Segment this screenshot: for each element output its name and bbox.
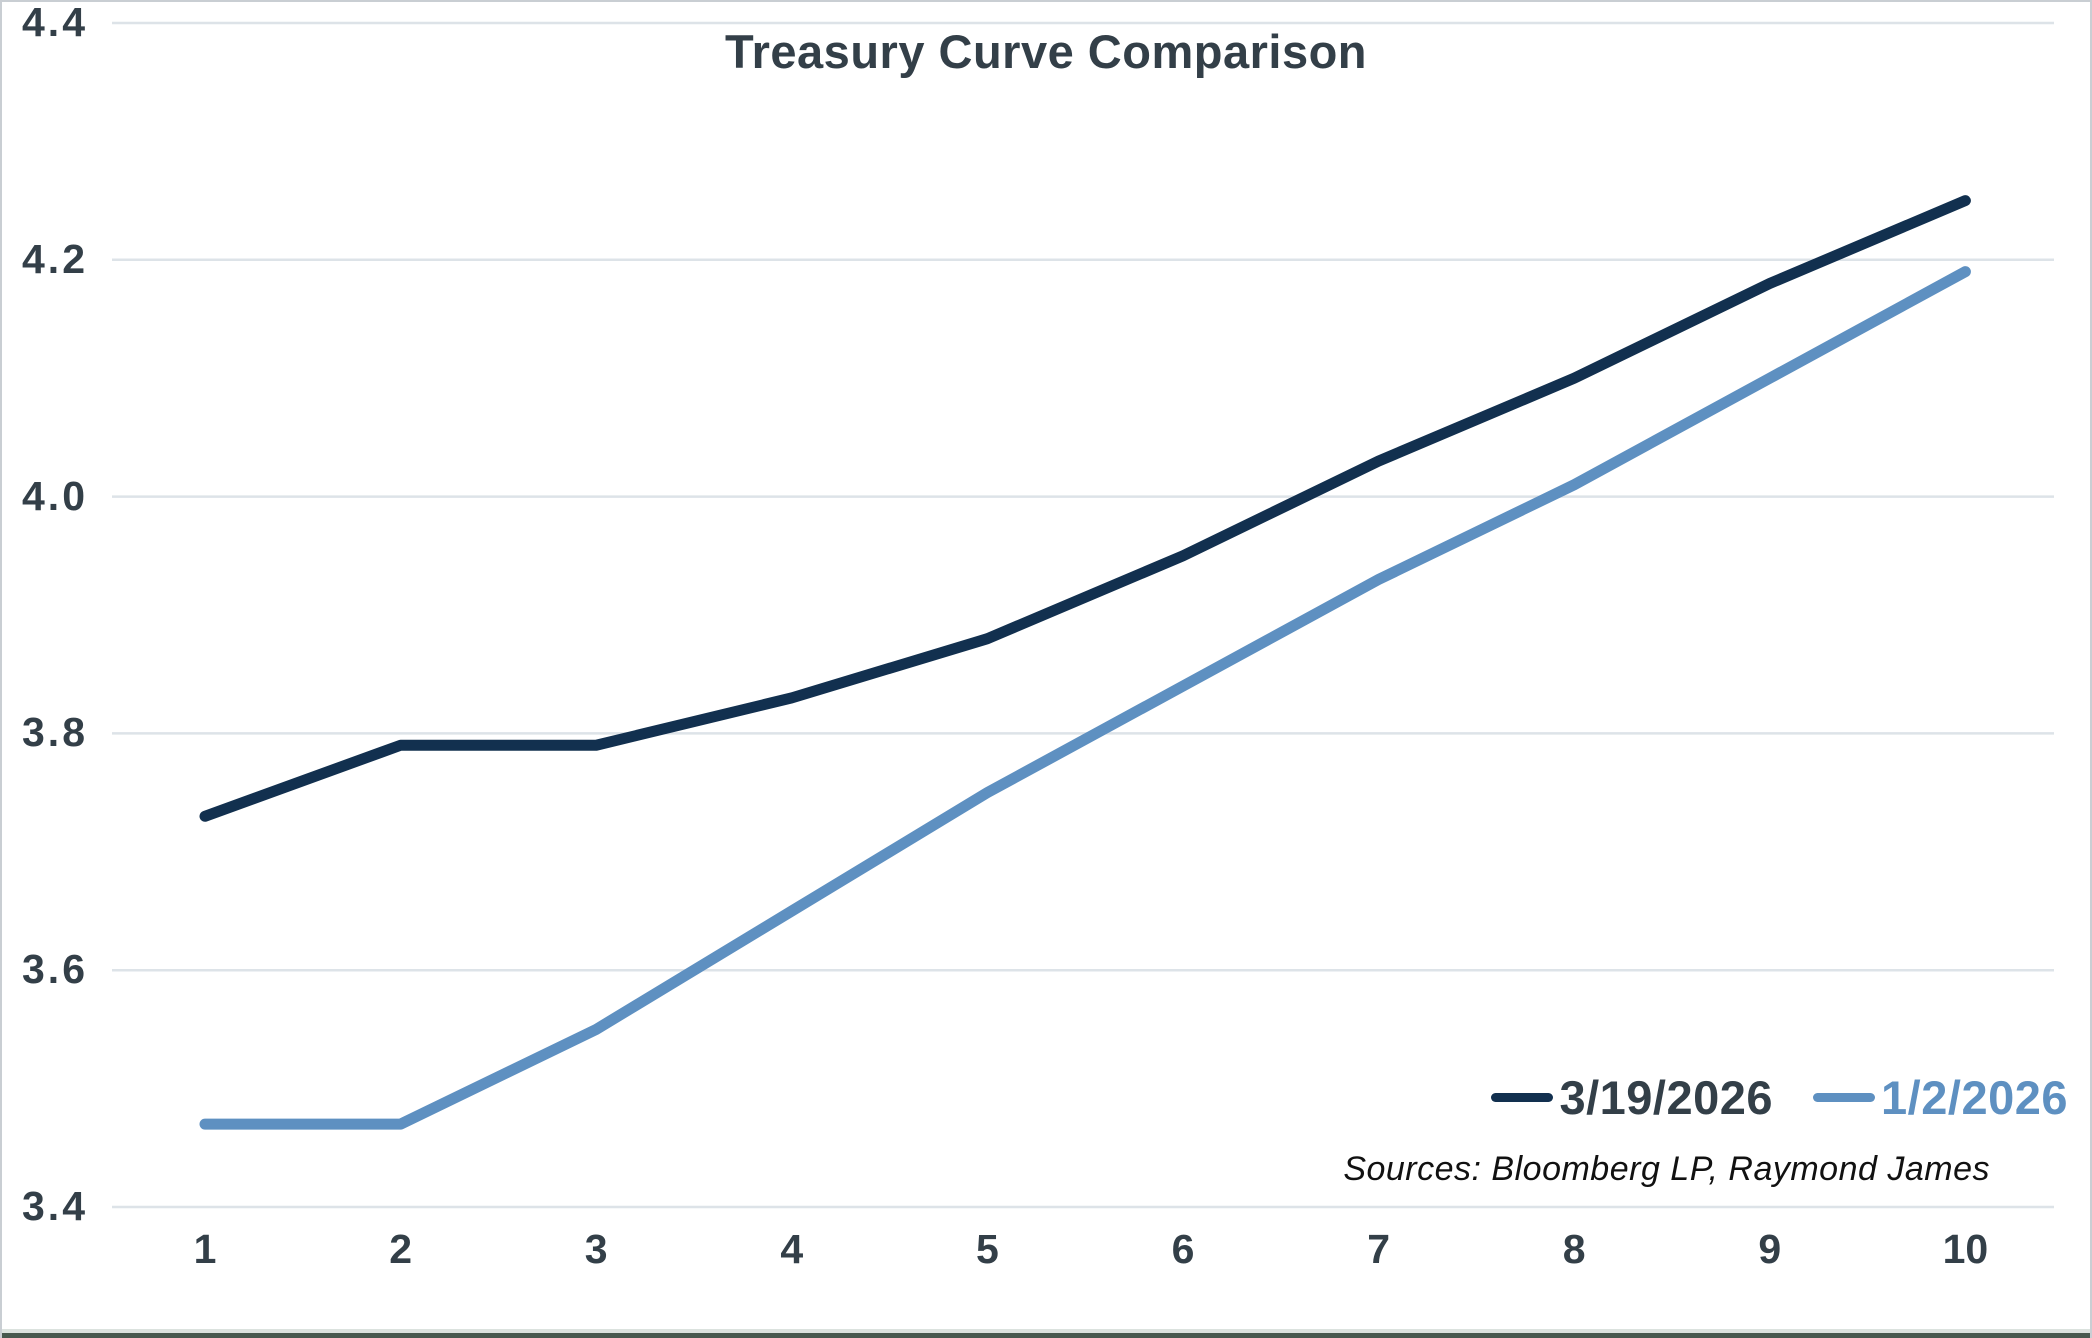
chart-title: Treasury Curve Comparison: [725, 25, 1367, 78]
series-line-3/19/2026: [199, 195, 1971, 822]
x-tick-label: 2: [389, 1226, 412, 1272]
x-tick-label: 9: [1758, 1226, 1782, 1272]
x-tick-label: 8: [1562, 1226, 1586, 1272]
legend: 3/19/2026 1/2/2026: [1491, 1070, 2068, 1125]
legend-line-swatch-icon: [1491, 1093, 1554, 1102]
y-tick-label: 4.0: [22, 472, 88, 519]
y-tick-label: 3.8: [22, 709, 88, 756]
x-tick-label: 1: [193, 1226, 217, 1272]
legend-item: 1/2/2026: [1813, 1070, 2068, 1125]
source-note: Sources: Bloomberg LP, Raymond James: [1343, 1150, 1990, 1188]
x-tick-label: 3: [584, 1226, 608, 1272]
x-tick-label: 5: [975, 1226, 999, 1272]
x-tick-label: 6: [1171, 1226, 1195, 1272]
legend-label: 3/19/2026: [1559, 1071, 1774, 1124]
y-tick-label: 3.4: [22, 1183, 88, 1229]
series-line-1/2/2026: [199, 266, 1971, 1130]
legend-label: 1/2/2026: [1881, 1071, 2068, 1124]
legend-item: 3/19/2026: [1491, 1070, 1773, 1125]
y-tick-label: 4.2: [22, 235, 88, 282]
legend-line-swatch-icon: [1813, 1093, 1876, 1102]
bottom-border-dark: [2, 1333, 2090, 1338]
x-tick-label: 10: [1942, 1226, 1989, 1272]
y-tick-label: 3.6: [22, 946, 88, 993]
bottom-border-light: [2, 1329, 2090, 1333]
x-tick-label: 4: [780, 1226, 804, 1272]
x-tick-label: 7: [1367, 1226, 1390, 1272]
y-tick-label: 4.4: [22, 0, 88, 45]
